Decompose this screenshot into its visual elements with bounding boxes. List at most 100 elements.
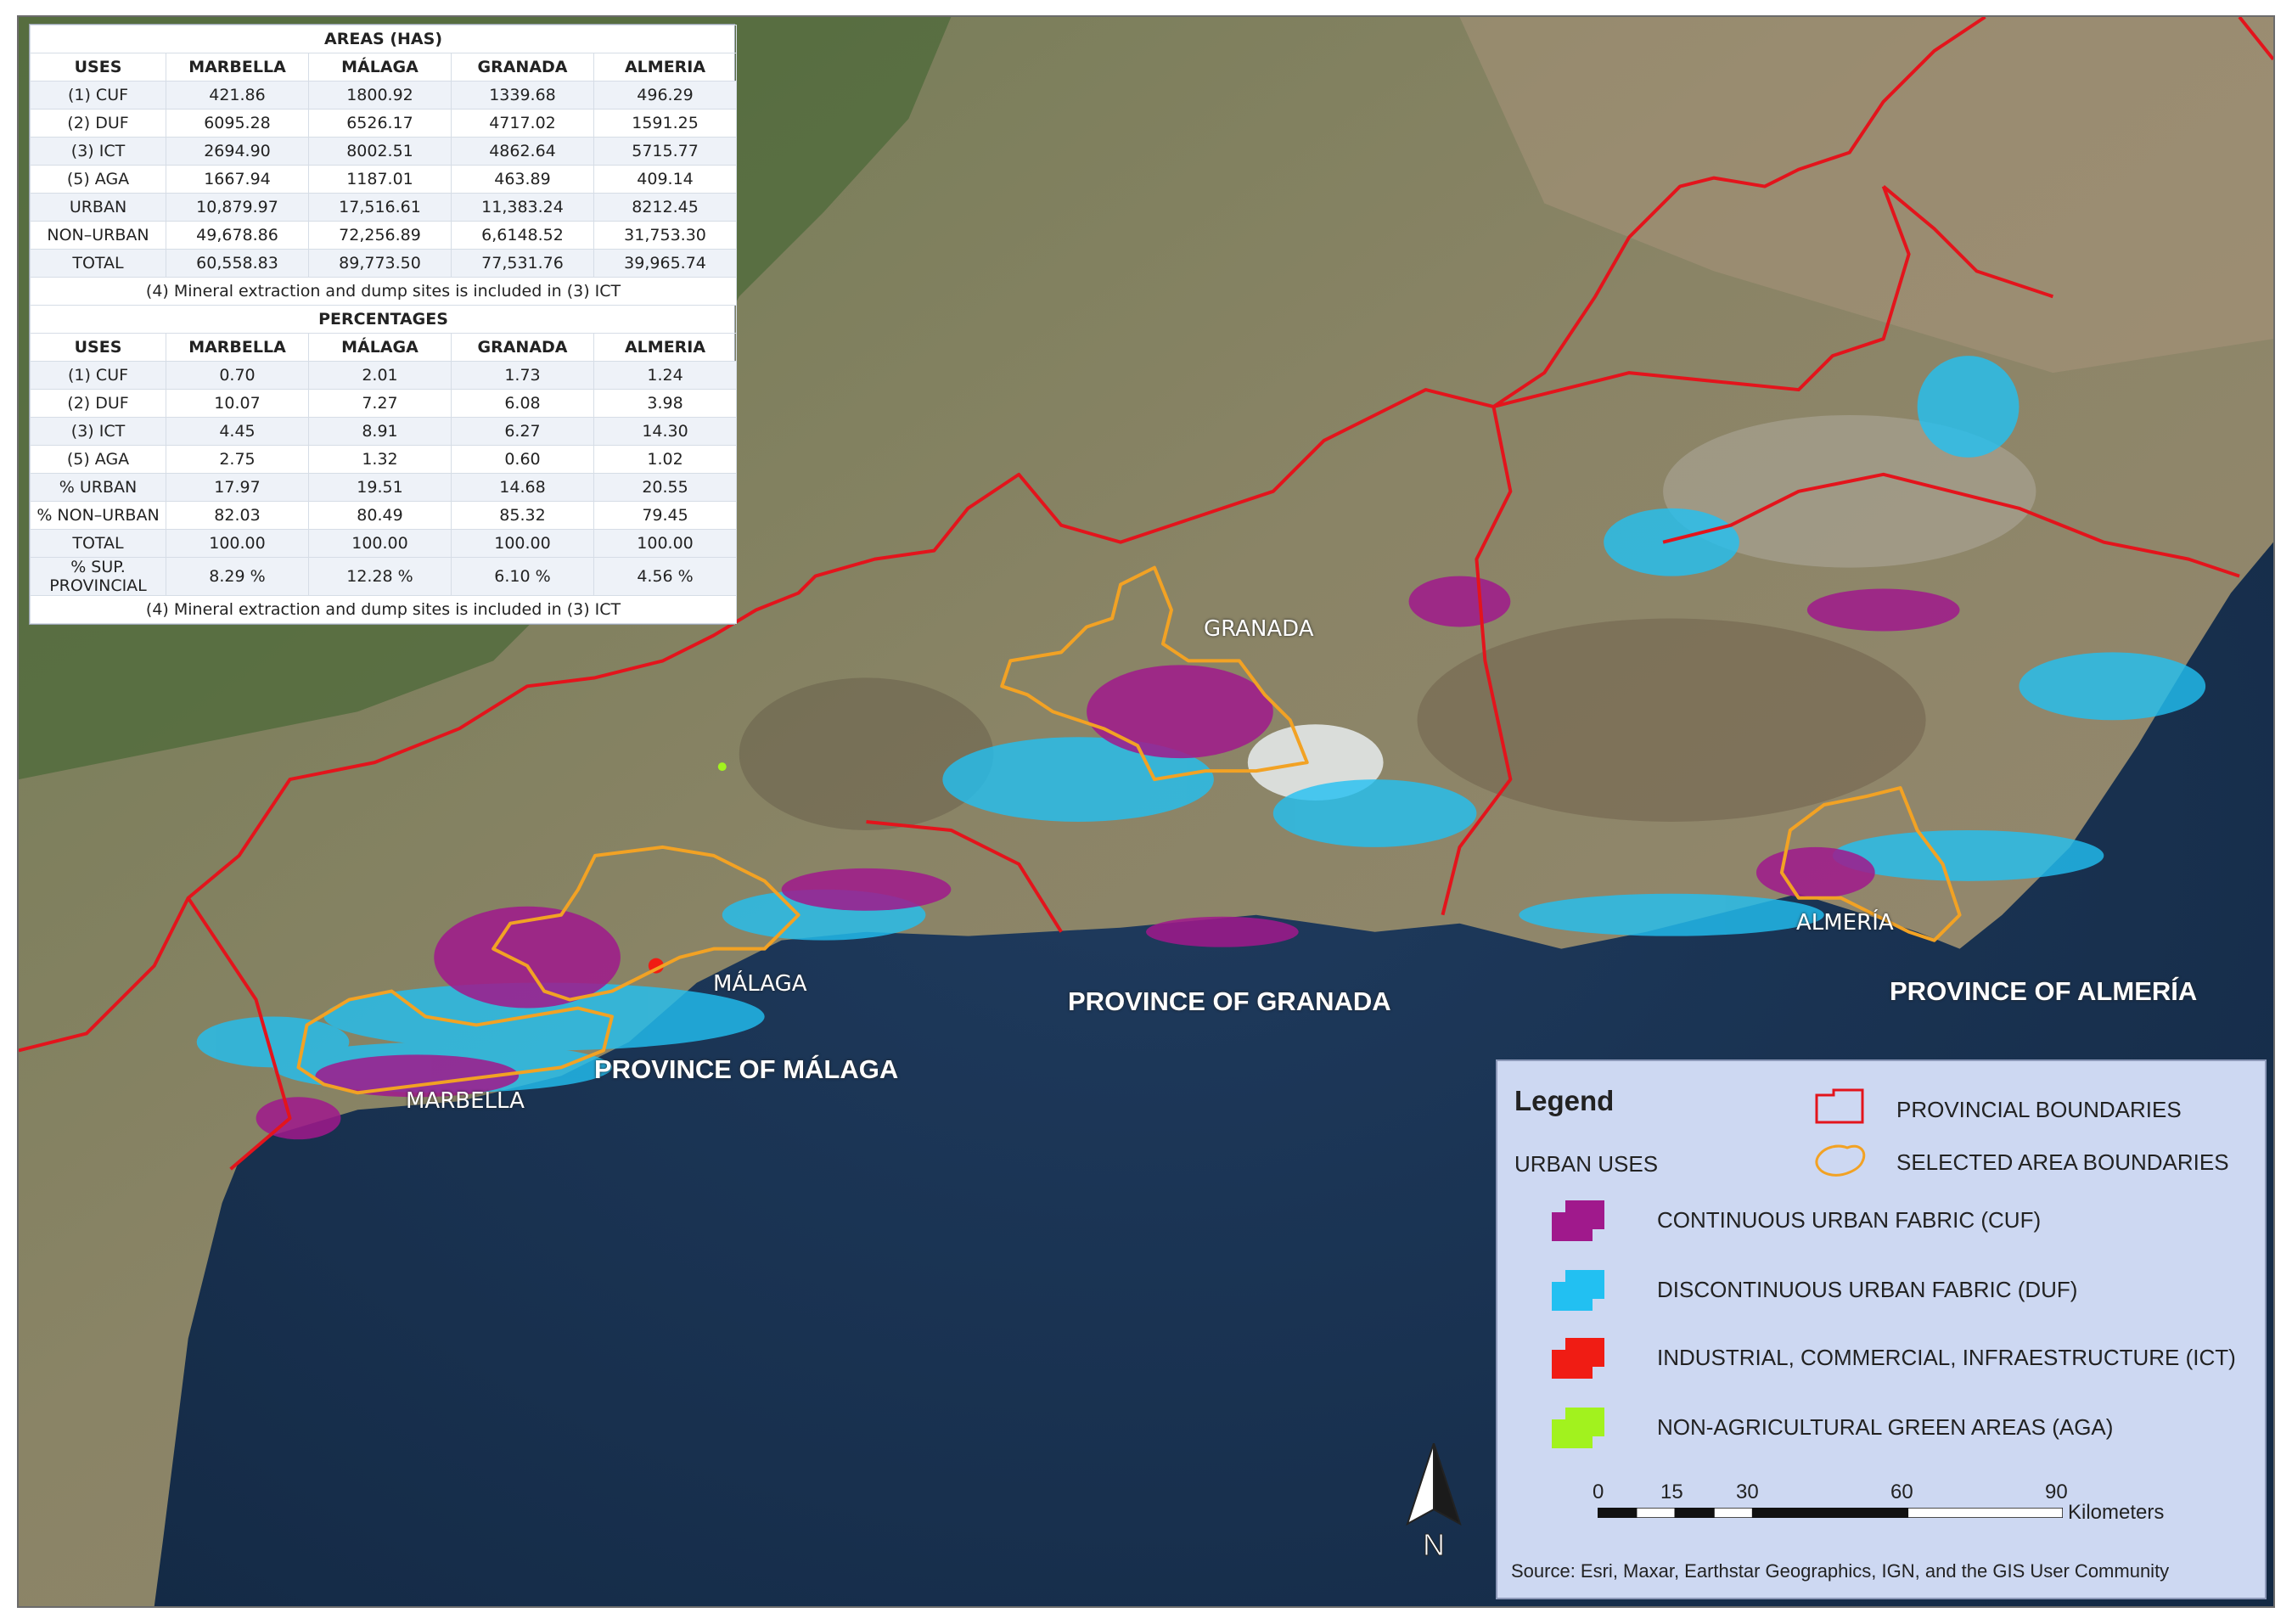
table-cell: 4862.64 [451,137,594,166]
table-cell: 17.97 [166,473,309,502]
table-row: (3) ICT 4.45 8.91 6.27 14.30 [30,417,738,446]
table-cell: 4717.02 [451,109,594,138]
areas-header-row: USES MARBELLA MÁLAGA GRANADA ALMERIA [30,53,738,81]
table-cell: 72,256.89 [308,221,452,250]
table-cell: NON–URBAN [30,221,166,250]
legend-swatch-3 [1552,1408,1604,1448]
table-cell: 4.45 [166,417,309,446]
table-cell: 8.29 % [166,557,309,596]
table-cell: 6.10 % [451,557,594,596]
column-header: GRANADA [451,53,594,81]
table-cell: TOTAL [30,529,166,558]
table-cell: (1) CUF [30,361,166,390]
table-cell: 1667.94 [166,165,309,194]
scale-segment [1635,1508,1677,1518]
table-cell: % URBAN [30,473,166,502]
bare-mountains [1459,17,2273,374]
table-cell: 2.01 [308,361,452,390]
urban-green [717,762,727,772]
table-cell: 4.56 % [593,557,738,596]
legend-item-label-1: DISCONTINUOUS URBAN FABRIC (DUF) [1657,1277,2078,1302]
table-cell: TOTAL [30,249,166,278]
table-cell: 82.03 [166,501,309,530]
areas-title: AREAS (HAS) [29,25,738,53]
table-cell: 8212.45 [593,193,738,222]
column-header: MARBELLA [166,333,309,362]
legend-panel: Legend URBAN USES PROVINCIAL BOUNDARIES … [1496,1059,2267,1599]
urban-continuous [256,576,1960,1140]
table-cell: 20.55 [593,473,738,502]
label-malaga: MÁLAGA [713,971,807,997]
dark-range [1417,618,1926,822]
statistics-table-panel: AREAS (HAS) USES MARBELLA MÁLAGA GRANADA ALME… [29,24,738,625]
table-cell: 1.73 [451,361,594,390]
legend-item-label-0: CONTINUOUS URBAN FABRIC (CUF) [1657,1207,2042,1233]
table-row: (3) ICT 2694.90 8002.51 4862.64 5715.77 [30,137,738,166]
column-header: MÁLAGA [308,333,452,362]
table-cell: 17,516.61 [308,193,452,222]
table-cell: 31,753.30 [593,221,738,250]
scale-bar [1598,1508,2063,1518]
label-province-almeria: PROVINCE OF ALMERÍA [1890,976,2198,1006]
footnote-text: (4) Mineral extraction and dump sites is… [29,277,738,306]
table-row: (2) DUF 10.07 7.27 6.08 3.98 [30,389,738,418]
table-cell: 10.07 [166,389,309,418]
column-header: GRANADA [451,333,594,362]
table-cell: 77,531.76 [451,249,594,278]
table-cell: 11,383.24 [451,193,594,222]
label-province-granada: PROVINCE OF GRANADA [1068,986,1391,1016]
table-cell: 19.51 [308,473,452,502]
table-cell: 1187.01 [308,165,452,194]
table-row: % URBAN 17.97 19.51 14.68 20.55 [30,473,738,502]
scale-segment [1598,1508,1638,1518]
table-row: (5) AGA 1667.94 1187.01 463.89 409.14 [30,165,738,194]
table-cell: 6,6148.52 [451,221,594,250]
column-header: ALMERIA [593,53,738,81]
label-granada: GRANADA [1204,616,1314,642]
sup-label-line-1: % SUP. [70,558,126,576]
table-cell: 14.30 [593,417,738,446]
table-cell: (1) CUF [30,81,166,110]
table-cell: 6.27 [451,417,594,446]
table-cell: 12.28 % [308,557,452,596]
column-header: USES [30,53,166,81]
dark-range-2 [739,677,994,830]
table-cell: 49,678.86 [166,221,309,250]
table-cell: 85.32 [451,501,594,530]
table-cell: (2) DUF [30,109,166,138]
table-cell: (3) ICT [30,417,166,446]
table-row: URBAN 10,879.97 17,516.61 11,383.24 8212.45 [30,193,738,222]
table-cell: 39,965.74 [593,249,738,278]
provincial-boundary-symbol [1815,1088,1864,1124]
label-marbella: MARBELLA [406,1088,525,1114]
table-row: TOTAL 100.00 100.00 100.00 100.00 [30,529,738,558]
north-label: N [1423,1527,1445,1562]
table-row: (1) CUF 421.86 1800.92 1339.68 496.29 [30,81,738,110]
table-cell: 409.14 [593,165,738,194]
label-almeria: ALMERÍA [1796,910,1894,936]
table-row: TOTAL 60,558.83 89,773.50 77,531.76 39,965.7… [30,249,738,278]
table-cell: 0.70 [166,361,309,390]
table-cell: 2694.90 [166,137,309,166]
scale-segment [1907,1508,2063,1518]
legend-selected-area-boundaries: SELECTED AREA BOUNDARIES [1896,1149,2229,1175]
legend-urban-uses: URBAN USES [1514,1151,1659,1177]
areas-footnote: (4) Mineral extraction and dump sites is… [29,277,738,306]
table-cell: 7.27 [308,389,452,418]
percentages-title-text: PERCENTAGES [29,305,738,334]
table-cell: 1.24 [593,361,738,390]
table-cell: 6.08 [451,389,594,418]
table-row: % NON–URBAN 82.03 80.49 85.32 79.45 [30,501,738,530]
column-header: ALMERIA [593,333,738,362]
table-cell: 79.45 [593,501,738,530]
selected-area-boundaries [296,565,1962,1095]
table-cell: 1800.92 [308,81,452,110]
table-row: (5) AGA 2.75 1.32 0.60 1.02 [30,445,738,474]
legend-provincial-boundaries: PROVINCIAL BOUNDARIES [1896,1097,2182,1122]
table-cell: 10,879.97 [166,193,309,222]
scale-label-15: 15 [1660,1481,1683,1503]
table-cell: 8.91 [308,417,452,446]
sup-label-line-2: PROVINCIAL [49,576,147,595]
legend-swatch-1 [1552,1270,1604,1311]
scale-segment [1713,1508,1754,1518]
